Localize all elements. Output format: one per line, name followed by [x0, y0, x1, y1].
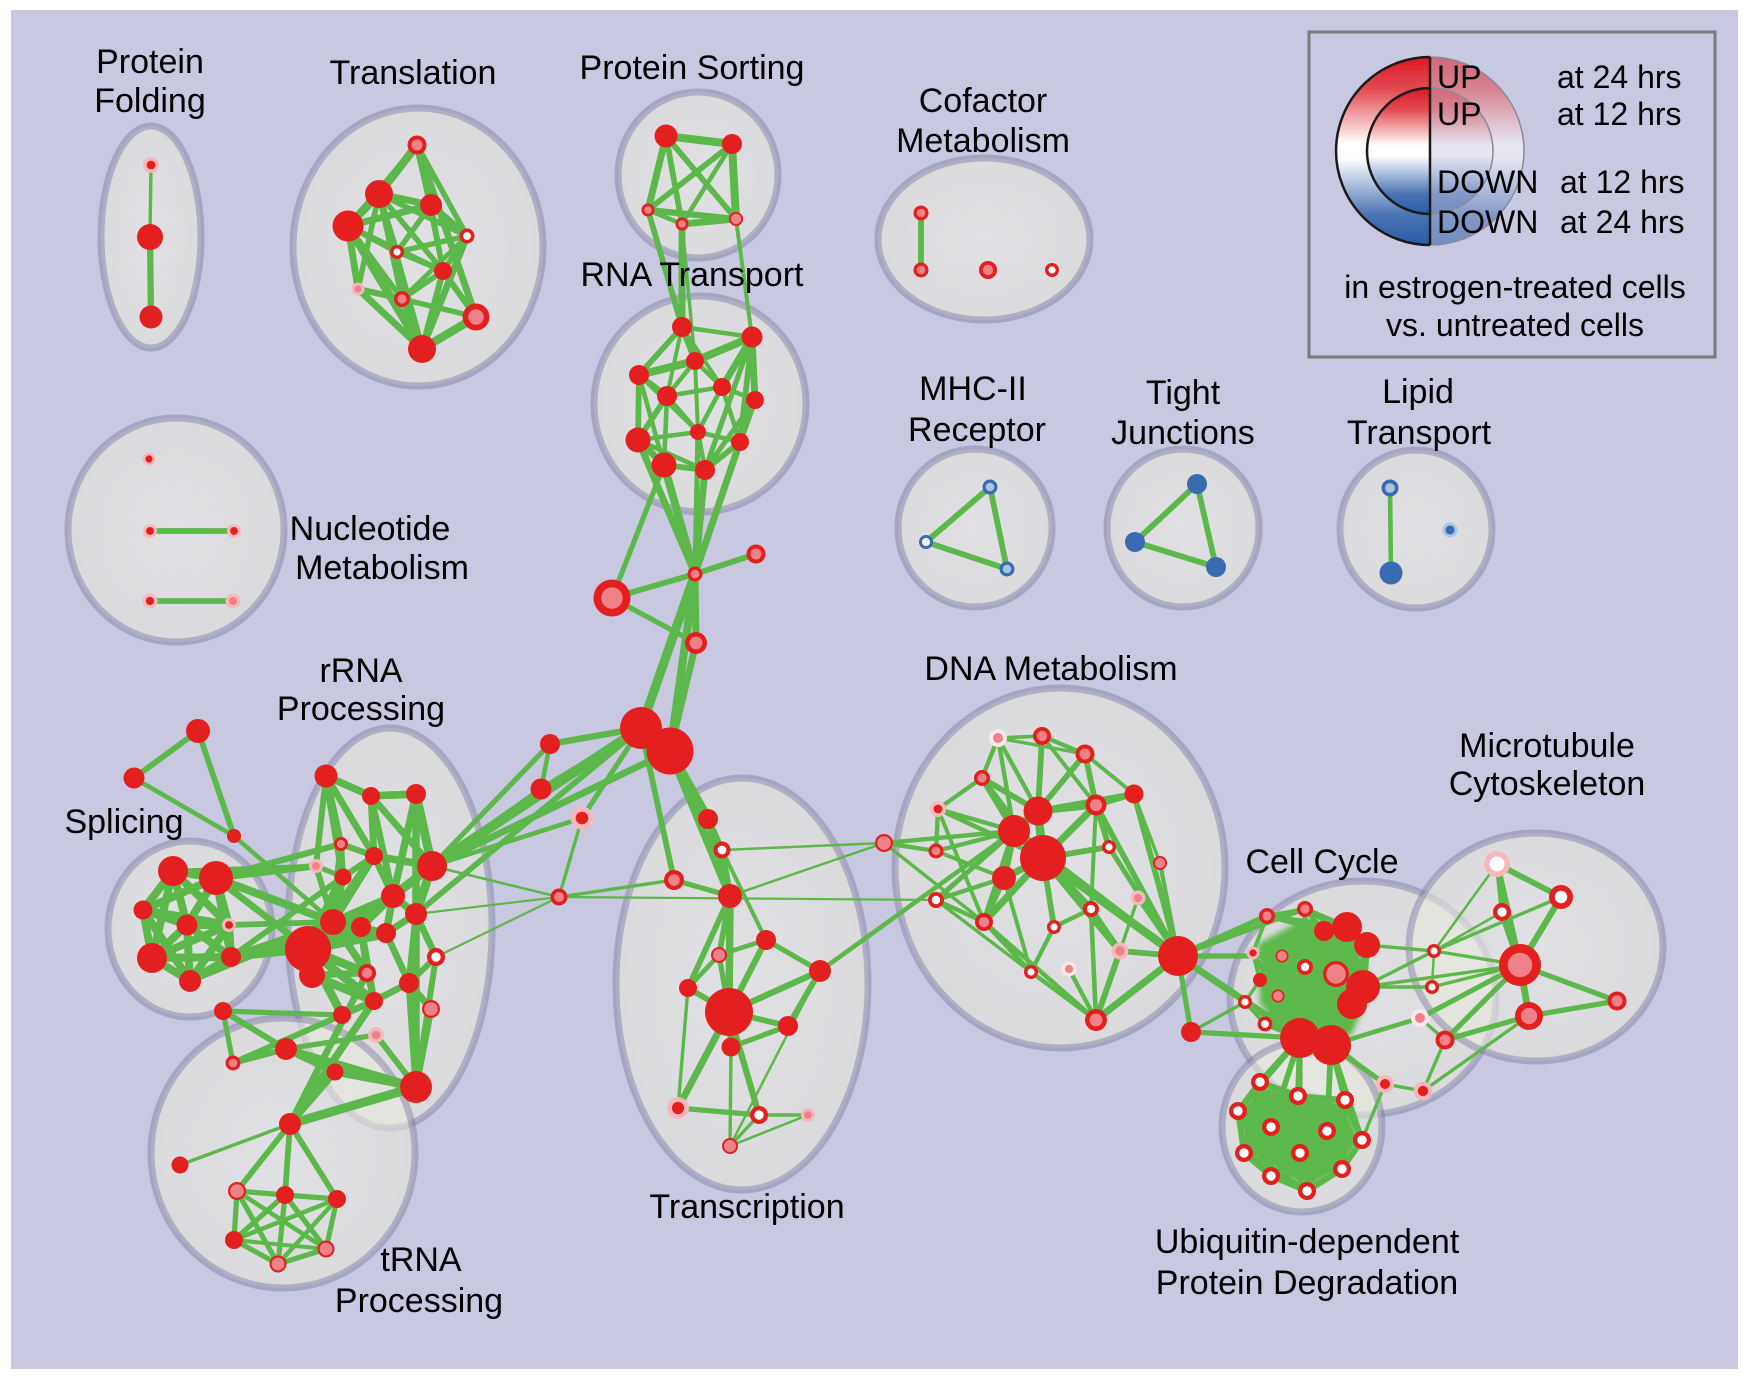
- svg-text:at 24 hrs: at 24 hrs: [1560, 204, 1685, 240]
- svg-text:UP: UP: [1437, 59, 1481, 95]
- svg-text:Transport: Transport: [1347, 414, 1492, 452]
- svg-text:at 12 hrs: at 12 hrs: [1557, 96, 1682, 132]
- svg-text:Processing: Processing: [277, 690, 445, 728]
- svg-text:Junctions: Junctions: [1111, 414, 1255, 452]
- svg-text:Cofactor: Cofactor: [919, 82, 1048, 120]
- svg-text:DOWN: DOWN: [1437, 204, 1538, 240]
- svg-text:DOWN: DOWN: [1437, 164, 1538, 200]
- svg-text:Metabolism: Metabolism: [295, 549, 469, 587]
- svg-text:Protein Degradation: Protein Degradation: [1156, 1264, 1458, 1302]
- svg-text:Splicing: Splicing: [64, 803, 183, 841]
- svg-text:UP: UP: [1437, 96, 1481, 132]
- svg-text:Receptor: Receptor: [908, 411, 1046, 449]
- svg-text:Microtubule: Microtubule: [1459, 727, 1635, 765]
- svg-text:Translation: Translation: [330, 54, 497, 92]
- svg-text:Folding: Folding: [94, 82, 206, 120]
- svg-text:at 12 hrs: at 12 hrs: [1560, 164, 1685, 200]
- svg-text:DNA Metabolism: DNA Metabolism: [924, 650, 1177, 688]
- svg-text:MHC-II: MHC-II: [919, 370, 1027, 408]
- svg-text:Cytoskeleton: Cytoskeleton: [1449, 765, 1646, 803]
- svg-text:Processing: Processing: [335, 1282, 503, 1320]
- svg-text:Cell Cycle: Cell Cycle: [1245, 843, 1398, 881]
- svg-text:vs. untreated cells: vs. untreated cells: [1386, 307, 1644, 343]
- svg-text:rRNA: rRNA: [319, 652, 402, 690]
- svg-text:Protein Sorting: Protein Sorting: [580, 49, 805, 87]
- svg-text:tRNA: tRNA: [380, 1241, 462, 1279]
- svg-text:Tight: Tight: [1146, 374, 1221, 412]
- svg-text:Nucleotide: Nucleotide: [290, 510, 451, 548]
- svg-text:RNA Transport: RNA Transport: [581, 256, 805, 294]
- svg-text:Lipid: Lipid: [1382, 373, 1454, 411]
- svg-text:Transcription: Transcription: [649, 1188, 844, 1226]
- svg-text:Protein: Protein: [96, 43, 204, 81]
- svg-text:in estrogen-treated cells: in estrogen-treated cells: [1344, 269, 1686, 305]
- svg-text:at 24 hrs: at 24 hrs: [1557, 59, 1682, 95]
- svg-text:Metabolism: Metabolism: [896, 122, 1070, 160]
- svg-text:Ubiquitin-dependent: Ubiquitin-dependent: [1155, 1223, 1460, 1261]
